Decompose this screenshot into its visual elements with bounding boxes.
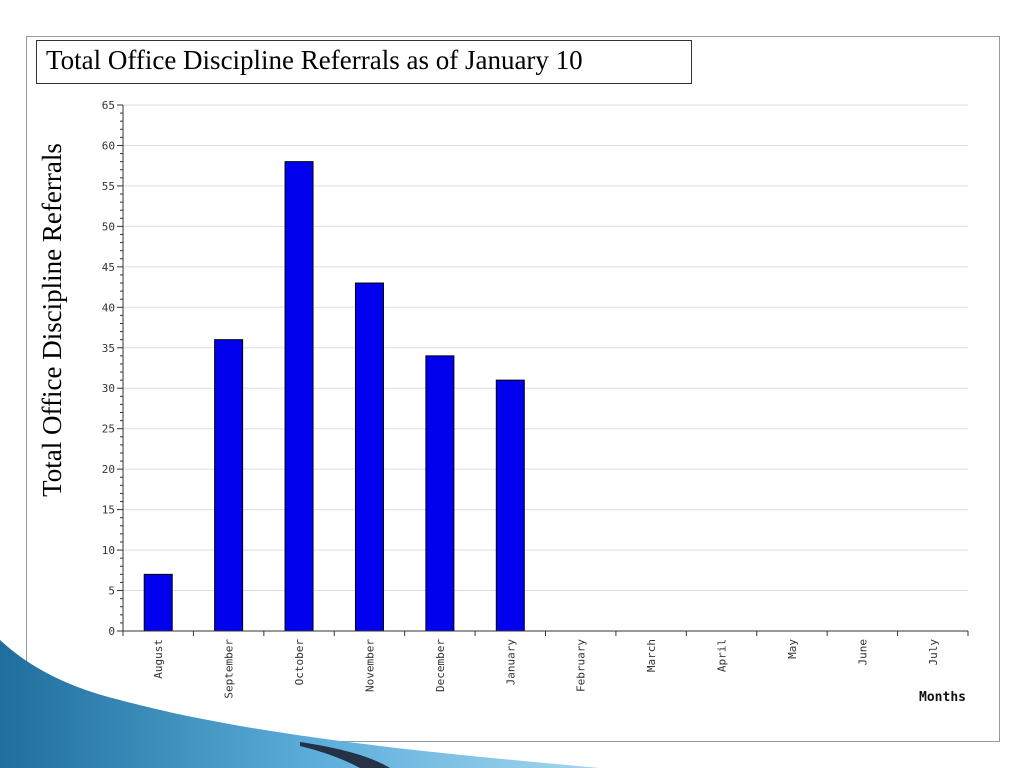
axes (117, 104, 969, 636)
y-tick-label: 40 (102, 301, 115, 314)
y-tick-label: 20 (102, 463, 115, 476)
bar-october (284, 161, 314, 632)
x-tick-label: March (645, 639, 658, 672)
x-tick-label: January (504, 639, 517, 686)
gridlines (123, 104, 968, 592)
y-tick-label: 10 (102, 544, 115, 557)
bar-september (214, 339, 244, 632)
y-tick-label: 45 (102, 261, 115, 274)
y-tick-label: 35 (102, 342, 115, 355)
x-tick-label: April (716, 639, 729, 672)
x-axis-title: Months (919, 690, 966, 705)
axis-labels: 0 5 10 15 20 25 30 35 40 45 50 55 60 65 August Septembe… (102, 99, 966, 705)
bar-november (354, 282, 384, 632)
y-tick-label: 30 (102, 382, 115, 395)
y-axis-title: Total Office Discipline Referrals (36, 141, 68, 499)
x-tick-label: November (363, 639, 376, 692)
y-tick-label: 60 (102, 139, 115, 152)
y-tick-label: 0 (108, 625, 115, 638)
x-tick-label: July (927, 639, 940, 666)
x-tick-label: June (856, 639, 869, 666)
y-tick-label: 50 (102, 220, 115, 233)
bar-december (425, 355, 455, 632)
y-tick-label: 65 (102, 99, 115, 112)
y-tick-label: 5 (108, 585, 115, 598)
bar-august (143, 573, 173, 632)
y-tick-label: 25 (102, 423, 115, 436)
bar-january (495, 379, 525, 632)
y-tick-label: 55 (102, 180, 115, 193)
x-tick-label: May (786, 639, 799, 659)
bars (143, 161, 525, 632)
chart-title: Total Office Discipline Referrals as of … (46, 45, 583, 75)
x-tick-label: December (434, 639, 447, 692)
x-tick-label: February (575, 639, 588, 692)
x-tick-label: October (293, 639, 306, 686)
title-box (36, 40, 692, 84)
x-tick-label: September (223, 639, 236, 699)
x-tick-label: August (152, 639, 165, 679)
y-tick-label: 15 (102, 504, 115, 517)
